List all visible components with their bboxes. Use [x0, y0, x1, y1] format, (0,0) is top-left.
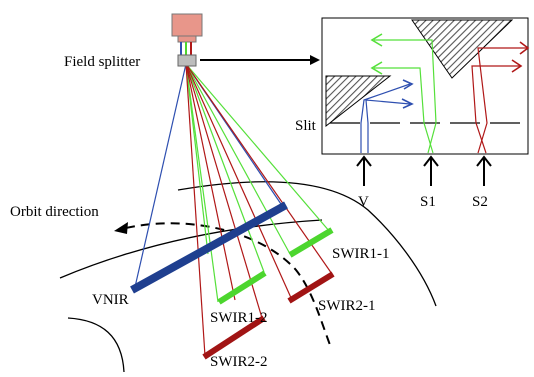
vnir-label: VNIR [92, 292, 129, 308]
ray-swir2-1-a [185, 63, 236, 301]
swir1-2-label: SWIR1-2 [210, 310, 268, 326]
prism-left [325, 75, 392, 128]
ray-swir2-2-right [185, 63, 263, 319]
field-splitter-block [177, 54, 197, 67]
orbit-arrowhead [114, 222, 128, 234]
ray-swir1-1-a [185, 63, 291, 255]
orbit-track [114, 222, 331, 346]
vnir-footprint [130, 201, 288, 294]
orbit-direction-label: Orbit direction [10, 204, 99, 220]
s1-label: S1 [420, 194, 436, 210]
ray-vnir-left [134, 63, 187, 288]
swir2-1-label: SWIR2-1 [318, 298, 376, 314]
inset-detail [321, 17, 530, 155]
earth-surface [59, 181, 437, 373]
ray-swir1-2-left [185, 63, 219, 303]
instrument [171, 13, 203, 67]
ray-swir1-1-right [185, 63, 331, 233]
telescope-box [171, 13, 203, 37]
swir1-1-label: SWIR1-1 [332, 246, 390, 262]
slit-label: Slit [295, 118, 317, 134]
channel-arrows [356, 155, 492, 186]
ray-swir2-2-left [185, 63, 206, 357]
ray-fan [134, 63, 333, 357]
swir2-1-footprint [287, 271, 335, 304]
field-splitter-label: Field splitter [64, 54, 140, 70]
v-label: V [358, 194, 369, 210]
s2-label: S2 [472, 194, 488, 210]
swir2-2-footprint [202, 315, 266, 360]
swir2-2-label: SWIR2-2 [210, 354, 268, 370]
ray-swir2-1-left [185, 63, 293, 301]
v-path [360, 79, 414, 153]
s2-path [471, 41, 530, 154]
ray-swir1-2-right [185, 63, 265, 273]
swir1-1-footprint [288, 227, 334, 258]
swir1-2-footprint [217, 270, 267, 305]
telescope-mount [177, 35, 197, 43]
ray-swir2-1-right [185, 63, 333, 275]
s1-path [370, 33, 437, 154]
footprints [130, 201, 335, 360]
